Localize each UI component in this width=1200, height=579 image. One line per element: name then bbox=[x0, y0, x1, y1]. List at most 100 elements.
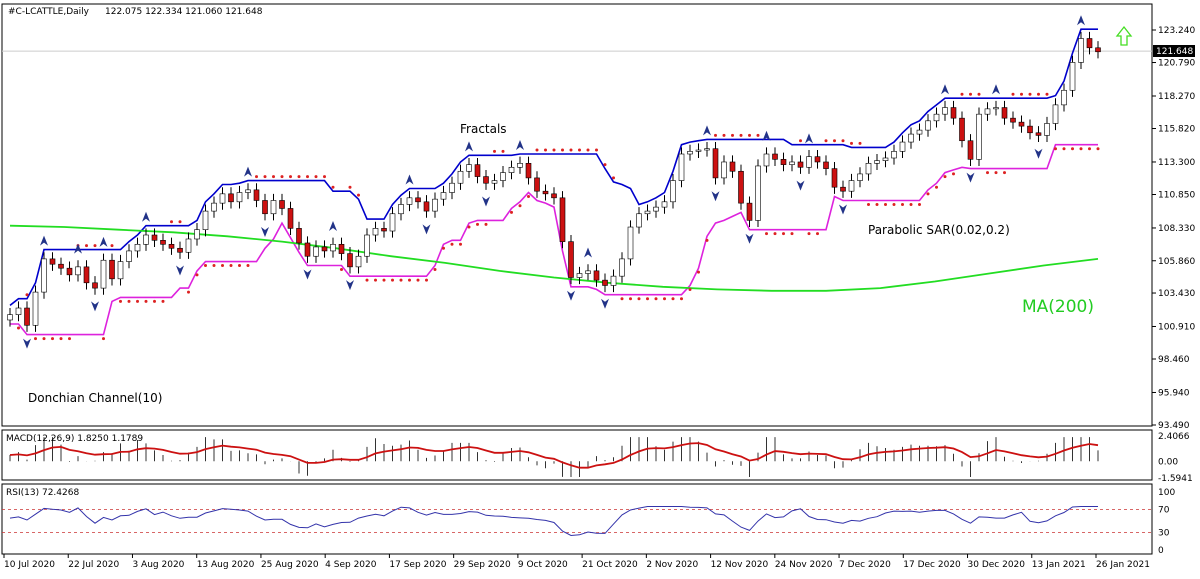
sar-dot bbox=[926, 192, 930, 196]
candle-body bbox=[1052, 104, 1059, 124]
sar-dot bbox=[603, 163, 607, 167]
candle-body bbox=[32, 291, 39, 326]
sar-dot bbox=[841, 139, 845, 143]
candle-body bbox=[406, 197, 413, 205]
candle-body bbox=[576, 273, 583, 278]
candle-body bbox=[194, 229, 200, 240]
sar-dot bbox=[943, 175, 947, 179]
macd-tick-label: 2.4066 bbox=[1158, 432, 1190, 442]
candle-body bbox=[304, 242, 311, 257]
sar-dot bbox=[935, 185, 938, 189]
candle-body bbox=[967, 140, 974, 160]
candle-body bbox=[398, 204, 404, 215]
candle-body bbox=[109, 259, 115, 280]
candle-body bbox=[755, 165, 761, 221]
x-tick-label: 12 Nov 2020 bbox=[711, 560, 769, 570]
sar-dot bbox=[680, 297, 683, 301]
sar-dot bbox=[1045, 92, 1049, 96]
rsi-label: RSI(13) 72.4268 bbox=[6, 488, 79, 498]
sar-dot bbox=[748, 133, 751, 137]
sar-dot bbox=[93, 244, 97, 248]
fractal-up-marker bbox=[465, 141, 473, 152]
candle-body bbox=[1035, 132, 1042, 136]
sar-dot bbox=[178, 220, 182, 224]
candle-body bbox=[177, 247, 183, 253]
fractal-down-marker bbox=[303, 269, 312, 280]
sar-dot bbox=[646, 297, 649, 301]
donchian-annotation: Donchian Channel(10) bbox=[28, 391, 162, 405]
rsi-pane-frame bbox=[1, 483, 1153, 555]
sar-dot bbox=[272, 175, 275, 179]
candle-body bbox=[83, 266, 90, 284]
x-tick-label: 21 Oct 2020 bbox=[582, 560, 638, 570]
sar-dot bbox=[459, 242, 462, 246]
fractal-down-marker bbox=[422, 224, 431, 235]
candle-body bbox=[287, 208, 294, 229]
candle-body bbox=[729, 161, 736, 172]
candle-body bbox=[908, 133, 914, 143]
candle-body bbox=[168, 243, 175, 249]
candle-body bbox=[925, 120, 931, 131]
sar-dot bbox=[1028, 92, 1032, 96]
macd-signal-line bbox=[9, 442, 1099, 469]
fractal-down-marker bbox=[91, 301, 99, 312]
candle-body bbox=[661, 201, 668, 208]
fractal-up-marker bbox=[941, 84, 949, 95]
sar-dot bbox=[578, 148, 581, 152]
sar-dot bbox=[850, 141, 853, 145]
fractal-down-marker bbox=[796, 180, 805, 191]
x-tick-label: 25 Aug 2020 bbox=[261, 560, 319, 570]
sar-dot bbox=[739, 133, 743, 137]
candle-body bbox=[1086, 38, 1093, 49]
sar-dot bbox=[663, 297, 666, 301]
candle-body bbox=[347, 253, 353, 268]
sar-dot bbox=[756, 133, 760, 137]
sar-dot bbox=[960, 92, 964, 96]
candle-body bbox=[857, 173, 863, 181]
sar-dot bbox=[204, 264, 207, 268]
x-tick-label: 2 Nov 2020 bbox=[646, 560, 698, 570]
rsi-tick-label: 30 bbox=[1158, 529, 1170, 539]
main-pane bbox=[2, 15, 1152, 349]
sar-dot bbox=[85, 244, 88, 248]
candle-body bbox=[449, 182, 455, 193]
fractal-up-marker bbox=[329, 221, 337, 232]
sar-dot bbox=[773, 232, 777, 236]
sar-dot bbox=[42, 337, 46, 341]
sar-dot bbox=[595, 148, 598, 152]
candle-body bbox=[695, 149, 702, 152]
sar-dot bbox=[884, 202, 887, 206]
candle-body bbox=[959, 117, 965, 142]
sar-dot bbox=[314, 175, 318, 179]
sar-dot bbox=[986, 171, 989, 175]
candle-body bbox=[313, 246, 319, 257]
candle-body bbox=[789, 161, 795, 165]
sar-dot bbox=[34, 337, 37, 341]
sar-dot bbox=[731, 133, 734, 137]
candle-body bbox=[117, 261, 124, 280]
candle-body bbox=[236, 192, 243, 203]
candle-body bbox=[534, 177, 540, 192]
x-tick-label: 13 Aug 2020 bbox=[197, 560, 255, 570]
sar-dot bbox=[833, 139, 836, 143]
sar-dot bbox=[765, 232, 768, 236]
y-tick-label: 118.270 bbox=[1158, 92, 1195, 102]
x-tick-label: 10 Jul 2020 bbox=[4, 560, 55, 570]
y-tick-label: 108.330 bbox=[1158, 224, 1195, 234]
ma200-annotation: MA(200) bbox=[1022, 297, 1094, 317]
fractal-up-marker bbox=[1077, 15, 1085, 26]
sar-dot bbox=[246, 264, 250, 268]
x-tick-label: 17 Dec 2020 bbox=[903, 560, 961, 570]
sar-dot bbox=[399, 278, 403, 282]
candle-body bbox=[610, 275, 617, 286]
candle-body bbox=[831, 168, 838, 188]
sar-dot bbox=[119, 299, 122, 303]
axes: 123.240 120.790 118.270 115.820 113.300 110.8… bbox=[3, 26, 1195, 570]
sar-dot bbox=[858, 141, 862, 145]
candle-body bbox=[423, 201, 430, 212]
sar-dot bbox=[289, 175, 292, 179]
fractal-down-marker bbox=[601, 298, 609, 309]
x-tick-label: 17 Sep 2020 bbox=[389, 560, 446, 570]
macd-tick-label: 0.00 bbox=[1158, 457, 1178, 467]
